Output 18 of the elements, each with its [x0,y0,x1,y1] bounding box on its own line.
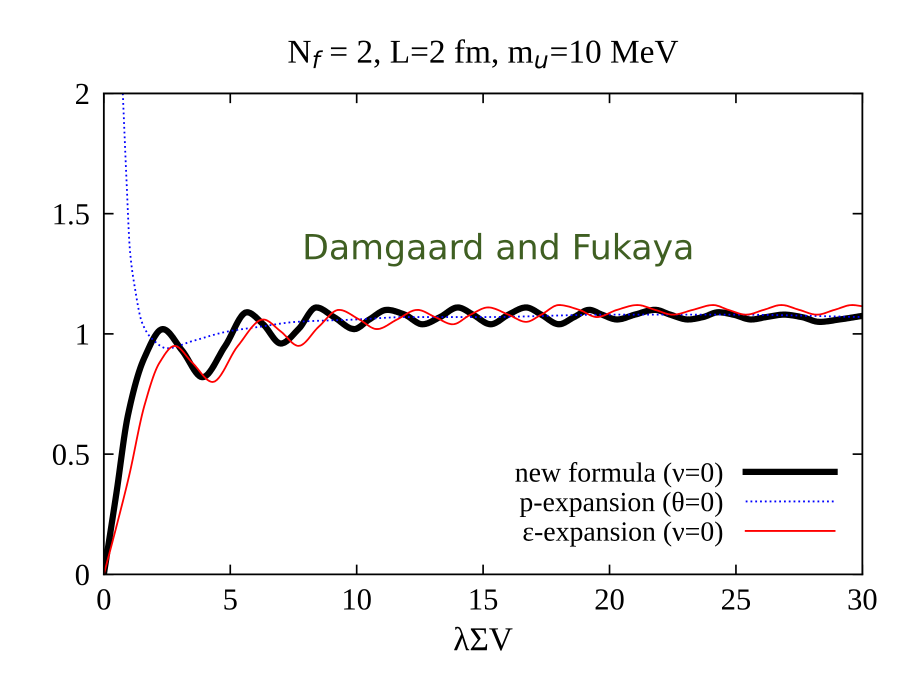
x-tick-label: 5 [224,589,237,610]
legend-label: new formula (ν=0) [515,462,722,488]
y-tick-label: 0 [76,564,89,586]
y-tick-label: 2 [76,84,88,104]
x-tick-label: 0 [97,589,110,610]
legend-label: ε-expansion (ν=0) [523,521,722,547]
y-tick-label: 0.5 [52,444,89,466]
annotation: Damgaard and Fukaya [306,232,692,267]
x-tick-label: 15 [470,589,498,610]
chart-title: N$_{f}$ = 2, L=2 fm, m$_{u}$=10 MeV [288,39,678,68]
x-tick-label: 10 [344,589,371,610]
x-axis-title: λΣV [454,626,513,651]
y-tick-label: 1 [77,324,88,344]
x-tick-label: 25 [722,589,750,610]
y-tick-label: 1.5 [54,204,89,225]
x-tick-label: 20 [596,589,624,610]
x-tick-label: 30 [848,589,876,610]
legend-label: p-expansion (θ=0) [520,492,722,518]
